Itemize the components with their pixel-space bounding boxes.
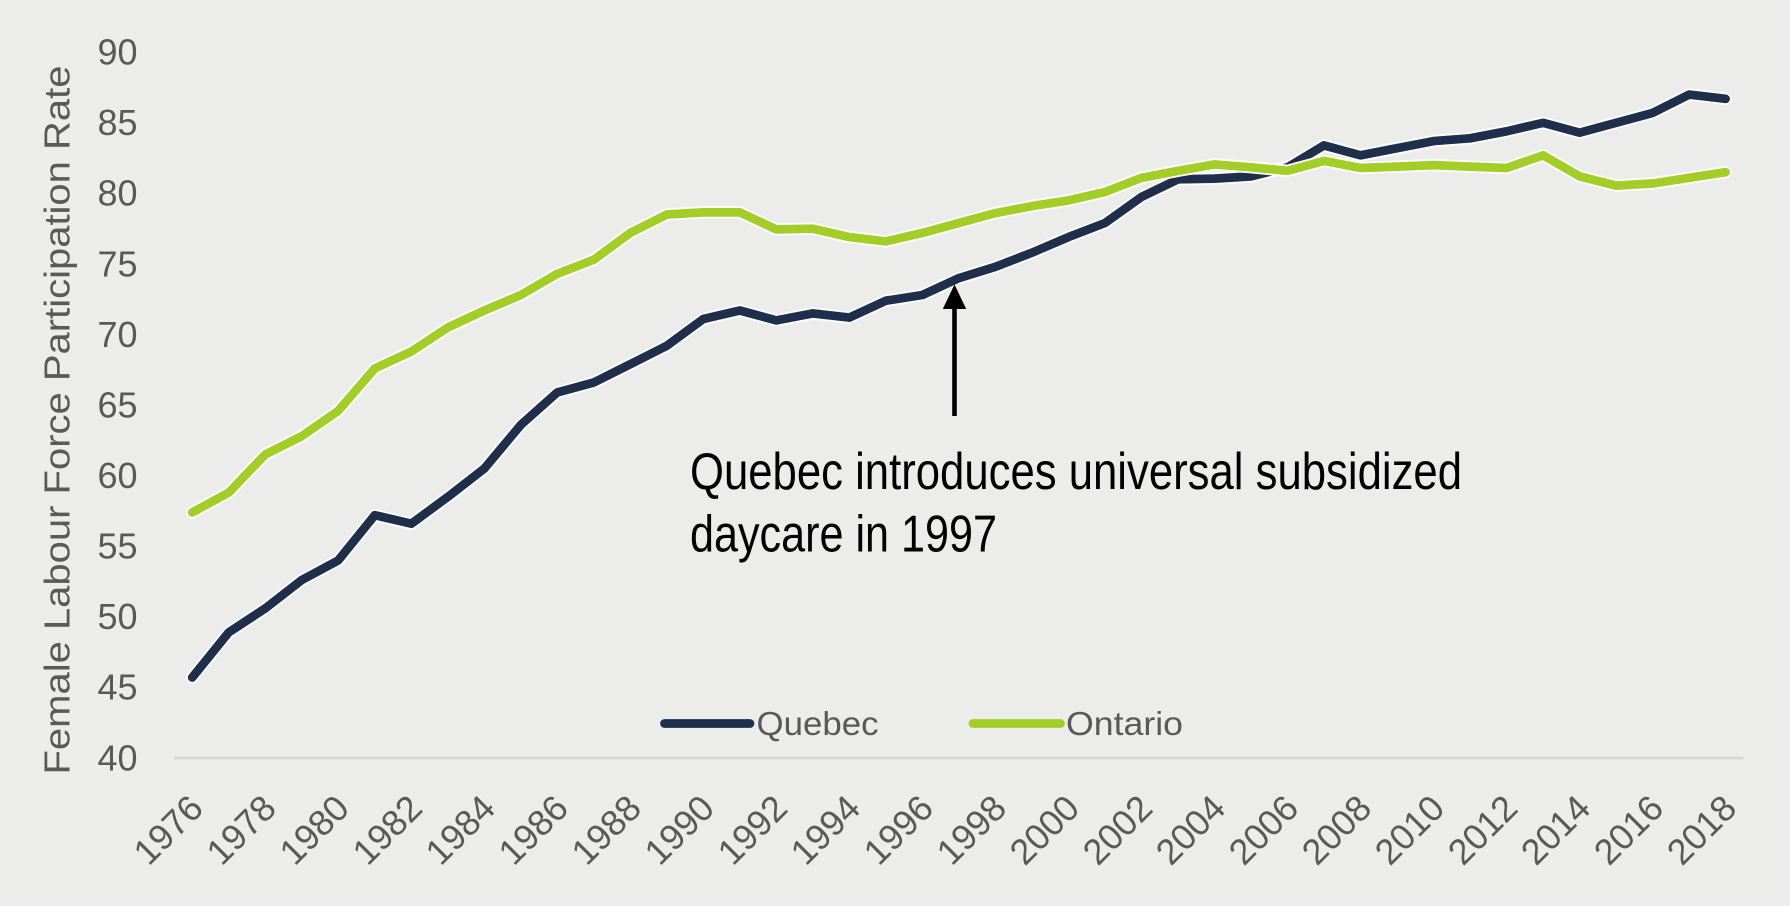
svg-text:Female Labour Force Participat: Female Labour Force Participation Rate [37,65,78,774]
svg-text:1992: 1992 [709,787,795,873]
svg-text:1988: 1988 [563,787,649,873]
svg-text:1976: 1976 [125,787,211,873]
svg-text:daycare in 1997: daycare in 1997 [690,506,997,564]
svg-text:2002: 2002 [1075,787,1161,873]
svg-text:2018: 2018 [1659,787,1745,873]
svg-text:50: 50 [97,596,137,637]
svg-text:85: 85 [97,102,137,143]
svg-text:60: 60 [97,455,137,496]
svg-text:2014: 2014 [1513,787,1599,873]
svg-text:1980: 1980 [271,787,357,873]
svg-text:90: 90 [97,32,137,73]
svg-text:2008: 2008 [1294,787,1380,873]
svg-text:40: 40 [97,737,137,778]
svg-text:1984: 1984 [417,787,503,873]
svg-text:2016: 2016 [1586,787,1672,873]
svg-text:75: 75 [97,243,137,284]
svg-text:Ontario: Ontario [1066,706,1183,743]
svg-text:2004: 2004 [1148,787,1234,873]
svg-text:1998: 1998 [928,787,1014,873]
svg-text:1978: 1978 [198,787,284,873]
svg-text:70: 70 [97,314,137,355]
svg-text:45: 45 [97,667,137,708]
svg-text:Quebec: Quebec [757,706,879,743]
svg-text:2000: 2000 [1001,787,1087,873]
svg-text:1996: 1996 [855,787,941,873]
svg-text:1982: 1982 [344,787,430,873]
svg-text:1986: 1986 [490,787,576,873]
svg-text:1990: 1990 [636,787,722,873]
svg-text:2012: 2012 [1440,787,1526,873]
svg-text:2010: 2010 [1367,787,1453,873]
svg-text:80: 80 [97,173,137,214]
svg-text:2006: 2006 [1221,787,1307,873]
svg-text:1994: 1994 [782,787,868,873]
svg-text:Quebec introduces universal su: Quebec introduces universal subsidized [690,443,1462,501]
svg-text:65: 65 [97,384,137,425]
svg-text:55: 55 [97,526,137,567]
